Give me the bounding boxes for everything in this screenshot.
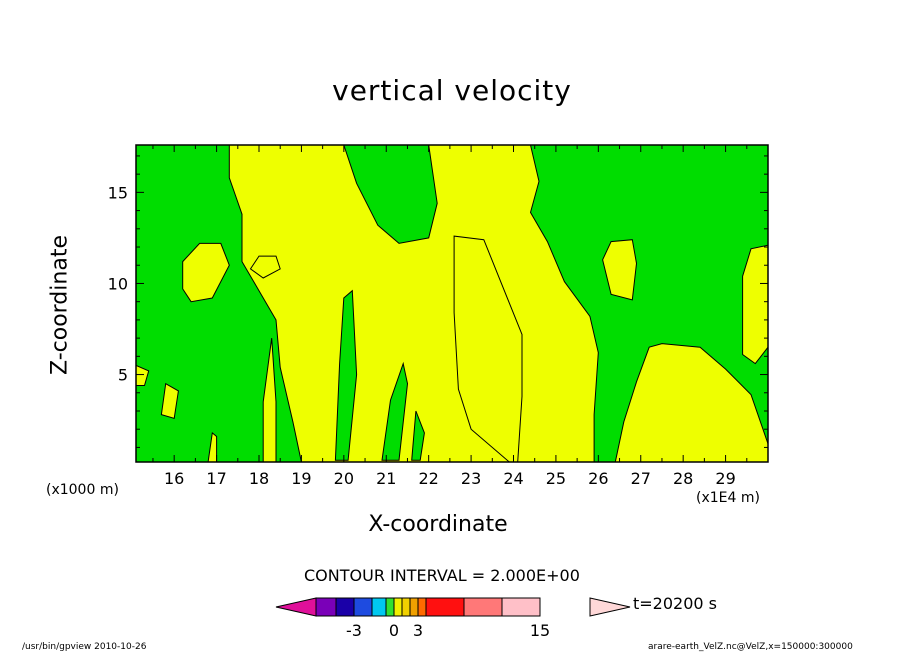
contour-interval-label: CONTOUR INTERVAL = 2.000E+00 xyxy=(304,566,580,585)
negative-region-0 xyxy=(334,289,358,461)
x-tick-label-11: 27 xyxy=(631,469,651,488)
x-tick-label-12: 28 xyxy=(673,469,693,488)
x-tick-label-8: 24 xyxy=(503,469,523,488)
x-tick-label-5: 21 xyxy=(376,469,396,488)
colorbar-label-0: -3 xyxy=(346,621,362,640)
colorbar-segment-0 xyxy=(315,597,337,617)
negative-region-1 xyxy=(381,361,409,461)
axes: 16 17 18 19 20 21 22 23 24 25 26 27 28 29 5 10 15 xyxy=(108,144,769,488)
x-axis-label: X-coordinate xyxy=(368,512,508,537)
positive-region-4 xyxy=(602,239,638,301)
x-tick-label-3: 19 xyxy=(291,469,311,488)
colorbar-segment-10 xyxy=(463,597,503,617)
x-unit-right-label: (x1E4 m) xyxy=(696,490,760,506)
colorbar-segment-1 xyxy=(335,597,355,617)
x-tick-label-10: 26 xyxy=(588,469,608,488)
plot-area xyxy=(135,144,769,463)
colorbar-segment-4 xyxy=(385,597,395,617)
colorbar-segment-6 xyxy=(401,597,411,617)
y-tick-label-2: 15 xyxy=(108,183,128,202)
colorbar-segment-9 xyxy=(425,597,465,617)
positive-region-6 xyxy=(160,382,179,419)
y-tick-label-1: 10 xyxy=(108,274,128,293)
colorbar-segment-8 xyxy=(417,597,427,617)
x-tick-label-4: 20 xyxy=(334,469,354,488)
positive-region-3 xyxy=(249,255,281,279)
colorbar-label-2: 3 xyxy=(413,621,423,640)
positive-region-5 xyxy=(742,244,769,365)
chart-title: vertical velocity xyxy=(332,74,572,107)
colorbar-label-1: 0 xyxy=(389,621,399,640)
colorbar-segment-3 xyxy=(371,597,387,617)
colorbar-max-arrow xyxy=(589,597,631,617)
colorbar-min-arrow xyxy=(275,597,317,617)
x-tick-label-7: 23 xyxy=(461,469,481,488)
y-axis-label: Z-coordinate xyxy=(47,235,73,375)
time-label: t=20200 s xyxy=(633,594,717,613)
colorbar-segment-2 xyxy=(353,597,373,617)
x-tick-label-6: 22 xyxy=(418,469,438,488)
colorbar-segment-5 xyxy=(393,597,403,617)
negative-region-2 xyxy=(411,410,425,461)
colorbar: -3 0 3 15 xyxy=(275,597,631,640)
colorbar-label-3: 15 xyxy=(530,621,550,640)
footer-left-text: /usr/bin/gpview 2010-10-26 xyxy=(22,642,147,652)
colorbar-segment-7 xyxy=(409,597,419,617)
footer-right-text: arare-earth_VelZ.nc@VelZ,x=150000:300000 xyxy=(648,642,853,652)
plot-frame xyxy=(135,144,769,463)
x-tick-label-1: 17 xyxy=(206,469,226,488)
x-tick-label-2: 18 xyxy=(249,469,269,488)
x-unit-left-label: (x1000 m) xyxy=(46,482,119,498)
positive-region-2 xyxy=(182,242,230,303)
colorbar-segment-11 xyxy=(501,597,541,617)
x-tick-label-13: 29 xyxy=(715,469,735,488)
x-tick-label-0: 16 xyxy=(164,469,184,488)
x-tick-label-9: 25 xyxy=(546,469,566,488)
y-tick-label-0: 5 xyxy=(118,366,128,385)
